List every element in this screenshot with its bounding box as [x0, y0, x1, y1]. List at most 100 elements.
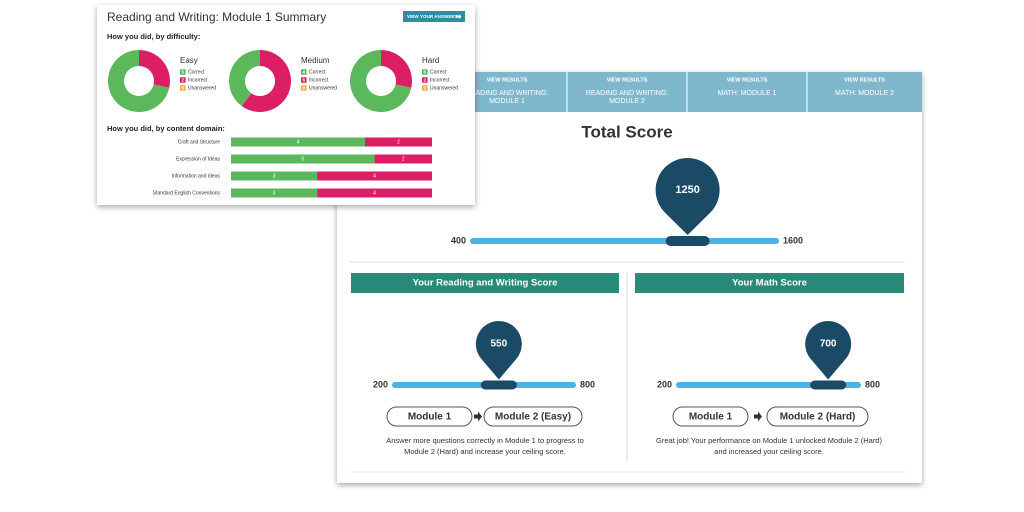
arrow-icon	[474, 411, 482, 422]
incorrect-count: 2	[397, 140, 400, 146]
module-label: Module 1	[689, 412, 733, 423]
button-label: VIEW YOUR ANSWERS	[407, 14, 458, 19]
legend-count: 4	[303, 69, 306, 74]
tab-label: MATH: MODULE 2	[835, 90, 894, 97]
module-pill	[386, 406, 473, 427]
domain-name: Standard English Conventions	[153, 190, 221, 196]
legend-badge	[422, 69, 428, 75]
incorrect-count: 2	[402, 157, 405, 163]
incorrect-bar	[365, 137, 432, 147]
legend-count: 5	[424, 69, 427, 74]
legend-label: Incorrect	[188, 77, 208, 83]
legend-count: 6	[303, 77, 306, 82]
tab-label: MATH: MODULE 1	[718, 90, 777, 97]
difficulty-label: Medium	[301, 56, 330, 65]
legend-badge	[301, 85, 307, 91]
module-label: Module 2 (Easy)	[495, 412, 571, 423]
correct-bar	[231, 137, 365, 147]
legend-badge	[422, 77, 428, 83]
legend-badge	[422, 85, 428, 91]
score-value: 700	[820, 339, 837, 350]
legend-label: Correct	[188, 69, 205, 75]
module-pill	[672, 406, 749, 427]
section-header	[635, 273, 904, 293]
section-heading: How you did, by content domain:	[107, 124, 225, 133]
correct-bar	[231, 171, 318, 181]
legend-label: Correct	[309, 69, 326, 75]
correct-bar	[231, 154, 375, 164]
correct-bar	[231, 188, 318, 198]
correct-count: 3	[273, 191, 276, 197]
incorrect-bar	[317, 171, 432, 181]
difficulty-label: Hard	[422, 56, 439, 65]
incorrect-count: 4	[373, 191, 376, 197]
legend-label: Unanswered	[430, 85, 458, 91]
section-message: Answer more questions correctly in Modul…	[386, 436, 584, 445]
module-pill	[766, 406, 869, 427]
score-pin	[655, 157, 720, 235]
legend-count: 2	[424, 77, 427, 82]
difficulty-label: Easy	[180, 56, 198, 65]
tab-label: MODULE 2	[609, 98, 645, 105]
donut-segment	[139, 50, 170, 88]
section-title: Your Math Score	[732, 278, 807, 289]
domain-name: Expression of Ideas	[176, 156, 220, 162]
slider-min: 400	[451, 235, 466, 245]
score-value: 1250	[675, 184, 699, 196]
legend-label: Correct	[430, 69, 447, 75]
slider-max: 800	[865, 379, 880, 389]
correct-count: 4	[297, 140, 300, 146]
donut-segment	[241, 50, 291, 112]
legend-badge	[180, 77, 186, 83]
section-message: Module 2 (Hard) and increase your ceilin…	[404, 447, 566, 456]
tab-top: VIEW RESULTS	[844, 77, 885, 83]
donut-segment	[350, 50, 412, 112]
section-message: and increased your ceiling score.	[714, 447, 824, 456]
slider-knob	[665, 236, 710, 246]
domain-name: Craft and Structure	[178, 139, 220, 145]
slider-min: 200	[373, 379, 388, 389]
section-title: Your Reading and Writing Score	[413, 278, 558, 289]
tab-top: VIEW RESULTS	[607, 77, 648, 83]
section-message: Great job! Your performance on Module 1 …	[656, 436, 882, 445]
tab-top: VIEW RESULTS	[727, 77, 768, 83]
module-pill	[483, 406, 583, 427]
incorrect-bar	[317, 188, 432, 198]
slider-max: 800	[580, 379, 595, 389]
incorrect-count: 4	[373, 174, 376, 180]
tab-top: VIEW RESULTS	[487, 77, 528, 83]
score-pin	[475, 321, 522, 380]
donut-segment	[381, 50, 412, 88]
donut-segment	[228, 50, 260, 107]
legend-badge	[180, 69, 186, 75]
correct-count: 5	[301, 157, 304, 163]
legend-count: 0	[182, 85, 185, 90]
module-label: Module 1	[408, 412, 452, 423]
legend-count: 0	[303, 85, 306, 90]
legend-badge	[301, 69, 307, 75]
legend-count: 5	[182, 69, 185, 74]
legend-label: Unanswered	[309, 85, 337, 91]
score-pin	[805, 321, 852, 380]
incorrect-bar	[374, 154, 432, 164]
donut-segment	[107, 50, 170, 112]
correct-count: 3	[273, 174, 276, 180]
legend-count: 0	[424, 85, 427, 90]
summary-title: Reading and Writing: Module 1 Summary	[107, 10, 326, 24]
legend-label: Unanswered	[188, 85, 216, 91]
module-label: Module 2 (Hard)	[780, 412, 856, 423]
legend-badge	[180, 85, 186, 91]
domain-name: Information and Ideas	[172, 173, 221, 179]
tab-label: MODULE 1	[489, 98, 525, 105]
legend-label: Incorrect	[309, 77, 329, 83]
legend-label: Incorrect	[430, 77, 450, 83]
slider-knob	[810, 380, 847, 390]
legend-badge	[301, 77, 307, 83]
slider-max: 1600	[783, 235, 803, 245]
view-answers-button[interactable]	[403, 11, 465, 22]
section-heading: How you did, by difficulty:	[107, 32, 200, 41]
legend-count: 2	[182, 77, 185, 82]
section-header	[351, 273, 619, 293]
tab-label: READING AND WRITING:	[586, 90, 669, 97]
